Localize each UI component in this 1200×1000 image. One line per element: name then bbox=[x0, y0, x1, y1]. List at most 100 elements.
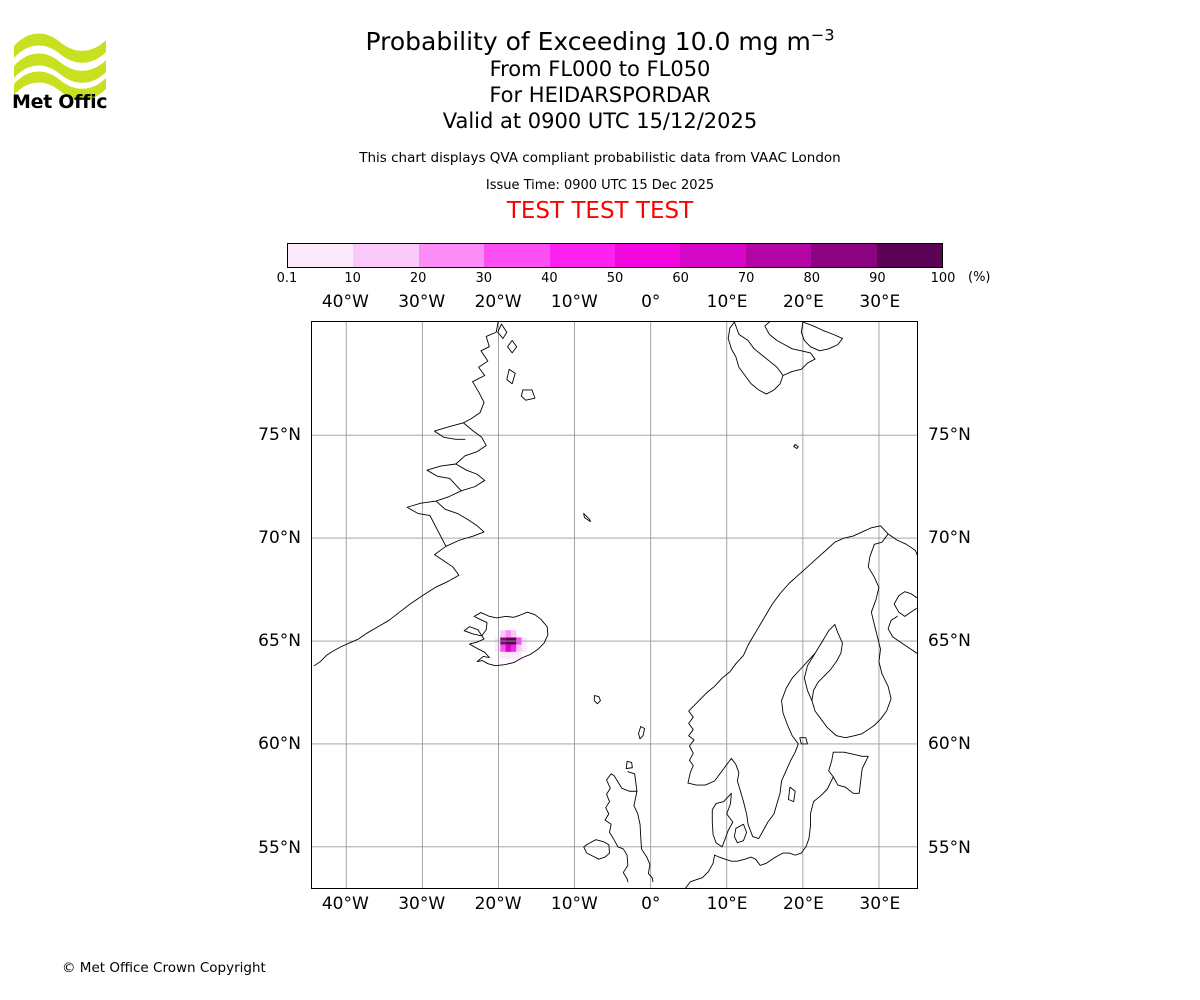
logo-wave-1 bbox=[14, 33, 106, 63]
coastline-shetland bbox=[638, 726, 646, 740]
lon-label-bottom-10°W: 10°W bbox=[550, 894, 598, 914]
coastline-norway-west-coast bbox=[687, 525, 889, 784]
coastline-greenland-island-1 bbox=[497, 323, 508, 339]
page-title: Probability of Exceeding 10.0 mg m−3 bbox=[0, 25, 1200, 56]
lon-label-top-10°W: 10°W bbox=[550, 292, 598, 312]
coastline-germany-netherlands bbox=[685, 854, 716, 888]
lat-label-right-55°N: 55°N bbox=[928, 837, 971, 858]
page-title-text: Probability of Exceeding 10.0 mg m bbox=[365, 27, 811, 56]
ash-cell-9 bbox=[521, 644, 528, 652]
lon-label-top-0°: 0° bbox=[641, 292, 661, 312]
colorbar-tick-20: 20 bbox=[409, 271, 427, 286]
colorbar-band-0 bbox=[288, 244, 354, 267]
lon-label-bottom-10°E: 10°E bbox=[706, 894, 748, 914]
compliance-note: This chart displays QVA compliant probab… bbox=[359, 150, 841, 166]
colorbar-band-8 bbox=[811, 244, 877, 267]
coastline-iceland bbox=[463, 611, 549, 667]
coastline-jan-mayen bbox=[583, 512, 591, 523]
ash-cell-16 bbox=[500, 630, 506, 638]
lon-label-bottom-0°: 0° bbox=[641, 894, 661, 914]
colorbar-tick-70: 70 bbox=[737, 271, 755, 286]
coastline-aland bbox=[799, 737, 808, 745]
logo-wave-3 bbox=[14, 71, 106, 100]
coastline-russia-karelia bbox=[887, 615, 917, 654]
test-banner: TEST TEST TEST bbox=[506, 198, 694, 224]
colorbar-tick-labels: 0.1 10 20 30 40 50 60 70 80 90 100 bbox=[277, 271, 956, 289]
map-plot-area bbox=[311, 321, 918, 889]
colorbar-band-5 bbox=[615, 244, 681, 267]
colorbar-tick-40: 40 bbox=[541, 271, 558, 286]
lat-label-right-70°N: 70°N bbox=[928, 527, 971, 548]
colorbar-tick-30: 30 bbox=[475, 271, 493, 286]
lon-label-bottom-30°W: 30°W bbox=[398, 894, 446, 914]
colorbar-tick-0.1: 0.1 bbox=[276, 271, 298, 286]
logo-wave-2 bbox=[14, 53, 106, 83]
page-title-exponent: −3 bbox=[810, 25, 835, 45]
ash-cell-1 bbox=[505, 651, 512, 660]
coastline-latvia-lithuania-coast bbox=[794, 776, 834, 856]
colorbar-tick-60: 60 bbox=[672, 271, 689, 286]
copyright-notice: © Met Office Crown Copyright bbox=[62, 960, 266, 976]
colorbar-band-3 bbox=[484, 244, 550, 267]
coastline-gb-east-coast bbox=[633, 790, 654, 883]
colorbar-band-6 bbox=[680, 244, 746, 267]
ash-cell-6 bbox=[505, 644, 512, 652]
ash-cell-18 bbox=[510, 630, 517, 638]
ash-cell-8 bbox=[516, 644, 522, 652]
lat-label-left-55°N: 55°N bbox=[258, 837, 301, 858]
coastline-finland-coast bbox=[811, 543, 892, 739]
colorbar-unit-label: (%) bbox=[968, 270, 991, 285]
ash-cell-0 bbox=[500, 651, 506, 660]
title-block: Probability of Exceeding 10.0 mg m−3 Fro… bbox=[0, 0, 1200, 224]
coastline-baltic-south-coast bbox=[714, 852, 796, 866]
colorbar-tick-100: 100 bbox=[930, 271, 956, 286]
colorbar-tick-80: 80 bbox=[803, 271, 821, 286]
coastline-faroe-islands bbox=[593, 695, 601, 705]
colorbar-tick-90: 90 bbox=[869, 271, 886, 286]
map-gridlines bbox=[312, 322, 917, 888]
coastline-sweden-west bbox=[736, 624, 836, 840]
coastline-greenland-fjord-1 bbox=[434, 422, 466, 440]
met-office-waves-icon: Met Office bbox=[12, 33, 108, 113]
probability-colorbar: 0.1 10 20 30 40 50 60 70 80 90 100 bbox=[277, 243, 956, 289]
ash-cell-5 bbox=[500, 644, 506, 652]
ash-probability-cells bbox=[494, 630, 528, 660]
coastline-greenland-east-coast bbox=[313, 322, 499, 667]
lon-label-bottom-40°W: 40°W bbox=[321, 894, 369, 914]
volcano-name: For HEIDARSPORDAR bbox=[489, 83, 711, 107]
coastline-estonia-latvia-coast bbox=[828, 751, 869, 794]
colorbar-band-2 bbox=[418, 244, 485, 267]
coastline-greenland-island-4 bbox=[520, 389, 536, 401]
coastline-denmark-zealand bbox=[733, 823, 748, 844]
coastline-norway-south bbox=[687, 757, 740, 786]
colorbar-band-9 bbox=[876, 244, 943, 267]
lat-label-right-60°N: 60°N bbox=[928, 734, 971, 755]
coastline-svalbard-spitsbergen bbox=[727, 322, 784, 395]
colorbar-tick-10: 10 bbox=[344, 271, 361, 286]
lon-label-top-30°E: 30°E bbox=[859, 292, 901, 312]
lon-label-bottom-30°E: 30°E bbox=[859, 894, 901, 914]
lon-label-top-20°W: 20°W bbox=[474, 292, 522, 312]
coastline-finland-gulf-bothnia-inner bbox=[803, 652, 816, 702]
coastline-greenland-fjord-2 bbox=[426, 463, 462, 492]
coastline-bear-island bbox=[793, 444, 799, 450]
colorbar-bands bbox=[287, 243, 943, 268]
lat-label-left-60°N: 60°N bbox=[258, 734, 301, 755]
lon-label-top-10°E: 10°E bbox=[706, 292, 748, 312]
colorbar-tick-50: 50 bbox=[606, 271, 624, 286]
coastline-gotland bbox=[787, 786, 796, 803]
coastline-kola-coast bbox=[887, 533, 917, 556]
lat-label-right-75°N: 75°N bbox=[928, 424, 971, 445]
colorbar-band-7 bbox=[745, 244, 812, 267]
lon-label-top-40°W: 40°W bbox=[321, 292, 369, 312]
lon-label-bottom-20°E: 20°E bbox=[783, 894, 824, 914]
lon-label-top-30°W: 30°W bbox=[398, 292, 446, 312]
met-office-logo: Met Office bbox=[12, 22, 108, 114]
colorbar-band-4 bbox=[549, 244, 616, 267]
valid-time: Valid at 0900 UTC 15/12/2025 bbox=[442, 109, 758, 133]
ash-cell-2 bbox=[510, 651, 517, 660]
lon-label-bottom-20°W: 20°W bbox=[474, 894, 522, 914]
coastline-great-britain bbox=[604, 771, 638, 883]
lat-label-right-65°N: 65°N bbox=[928, 631, 971, 652]
coastlines bbox=[313, 322, 917, 888]
